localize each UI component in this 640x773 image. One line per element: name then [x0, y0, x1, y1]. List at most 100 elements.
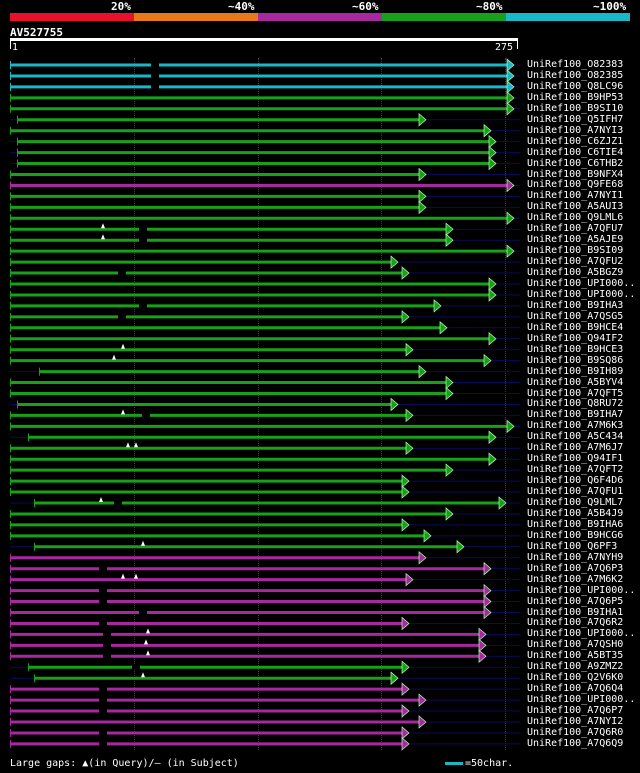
subject-gap-marker	[103, 632, 111, 637]
hit-label[interactable]: UniRef100_O82385	[527, 69, 624, 81]
hit-end-arrow-icon	[478, 627, 487, 642]
hit-label[interactable]: UniRef100_A5BYV4	[527, 376, 624, 388]
hit-label[interactable]: UniRef100_A7NYI3	[527, 124, 624, 136]
hit-label[interactable]: UniRef100_B9SI09	[527, 245, 624, 257]
hit-label[interactable]: UniRef100_A7QSG5	[527, 310, 624, 322]
hit-label[interactable]: UniRef100_A7Q6P7	[527, 705, 624, 717]
hit-label[interactable]: UniRef100_B9IHA3	[527, 299, 624, 311]
legend-segment-4	[382, 13, 506, 21]
hit-label[interactable]: UniRef100_A7Q6Q4	[527, 683, 624, 695]
query-gap-marker-icon	[121, 573, 125, 579]
hit-label[interactable]: UniRef100_Q94IF1	[527, 453, 624, 465]
subject-gap-symbol: –	[154, 758, 161, 769]
subject-gap-marker	[99, 741, 107, 746]
legend-segment-2	[134, 13, 258, 21]
hit-label[interactable]: UniRef100_Q9LML6	[527, 212, 624, 224]
hit-label[interactable]: UniRef100_A7Q6R0	[527, 726, 624, 738]
legend-label-5: ~100%	[593, 0, 627, 13]
hit-label[interactable]: UniRef100_A7QFU2	[527, 256, 624, 268]
hit-label[interactable]: UniRef100_A7M6K3	[527, 420, 624, 432]
subject-gap-marker	[151, 63, 159, 67]
hit-end-arrow-icon	[488, 452, 497, 466]
hit-label[interactable]: UniRef100_UPI000..	[527, 288, 636, 300]
ruler-end-tick	[517, 38, 518, 49]
hit-label[interactable]: UniRef100_B9IHA6	[527, 518, 624, 530]
hit-label[interactable]: UniRef100_A7QFT5	[527, 387, 624, 399]
hit-end-arrow-icon	[483, 605, 492, 620]
hit-label[interactable]: UniRef100_A7Q6R2	[527, 617, 624, 629]
hit-label[interactable]: UniRef100_B9HP53	[527, 91, 624, 103]
hit-label[interactable]: UniRef100_Q6PF3	[527, 540, 618, 552]
hit-label[interactable]: UniRef100_A5BGZ9	[527, 267, 624, 279]
hit-label[interactable]: UniRef100_B9SI10	[527, 102, 624, 114]
query-gap-marker-icon	[121, 409, 125, 415]
hit-label[interactable]: UniRef100_A7NYH9	[527, 551, 624, 563]
hit-end-arrow-icon	[456, 540, 465, 554]
hit-label[interactable]: UniRef100_Q5IFH7	[527, 113, 624, 125]
hit-label[interactable]: UniRef100_Q2V6K0	[527, 672, 624, 684]
hit-label[interactable]: UniRef100_B9IHA1	[527, 606, 624, 618]
hit-label[interactable]: UniRef100_Q9LML7	[527, 497, 624, 508]
hit-label[interactable]: UniRef100_B9IHA7	[527, 409, 624, 421]
hit-label[interactable]: UniRef100_O82383	[527, 59, 624, 70]
hit-label[interactable]: UniRef100_C6THB2	[527, 157, 624, 169]
hit-label[interactable]: UniRef100_B9HCE3	[527, 343, 624, 355]
hit-label[interactable]: UniRef100_A7Q6P5	[527, 595, 624, 607]
hit-label[interactable]: UniRef100_A7QFT2	[527, 464, 624, 476]
hit-label[interactable]: UniRef100_A9ZMZ2	[527, 661, 624, 673]
hit-label[interactable]: UniRef100_Q94IF2	[527, 332, 624, 344]
hit-end-arrow-icon	[478, 649, 487, 664]
hit-end-arrow-icon	[418, 550, 427, 565]
legend-label-2: ~40%	[228, 0, 255, 13]
scale-legend: =50char.	[445, 758, 513, 769]
hit-label[interactable]: UniRef100_A7M6J7	[527, 442, 624, 454]
hit-label[interactable]: UniRef100_B9NFX4	[527, 168, 624, 180]
hit-label[interactable]: UniRef100_Q8RU72	[527, 398, 624, 410]
hit-label[interactable]: UniRef100_B9SQ86	[527, 354, 624, 366]
query-gap-marker-icon	[146, 650, 150, 656]
hit-label[interactable]: UniRef100_A5AUI3	[527, 201, 624, 213]
hit-label[interactable]: UniRef100_C6TIE4	[527, 146, 624, 158]
hit-end-arrow-icon	[506, 178, 515, 193]
hit-label[interactable]: UniRef100_Q8LC96	[527, 80, 624, 92]
subject-gap-marker	[99, 621, 107, 626]
subject-gap-marker	[99, 698, 107, 703]
hit-end-arrow-icon	[418, 715, 427, 729]
subject-gap-marker	[99, 599, 107, 604]
ruler-end-label: 275	[495, 42, 514, 53]
hit-label[interactable]: UniRef100_A7NYI2	[527, 716, 624, 727]
hit-end-arrow-icon	[401, 485, 410, 499]
hit-end-arrow-icon	[418, 693, 427, 707]
hit-label[interactable]: UniRef100_A5AJE9	[527, 234, 624, 246]
hit-label[interactable]: UniRef100_B9IH89	[527, 365, 624, 377]
legend-label-3: ~60%	[352, 0, 379, 13]
hit-label[interactable]: UniRef100_UPI000..	[527, 278, 636, 289]
hit-label[interactable]: UniRef100_A7QSH0	[527, 639, 624, 651]
hit-end-arrow-icon	[445, 233, 454, 247]
hit-label[interactable]: UniRef100_A5C434	[527, 431, 624, 443]
hit-label[interactable]: UniRef100_B9HCG6	[527, 529, 624, 541]
query-gap-marker-icon	[112, 354, 116, 360]
hit-end-arrow-icon	[483, 583, 492, 598]
hit-end-arrow-icon	[488, 156, 497, 171]
hit-label[interactable]: UniRef100_A5B4J9	[527, 507, 624, 519]
hit-label[interactable]: UniRef100_Q9FE68	[527, 179, 624, 191]
hit-end-arrow-icon	[506, 69, 515, 83]
hit-label[interactable]: UniRef100_A7QFU7	[527, 223, 624, 235]
hit-label[interactable]: UniRef100_UPI000..	[527, 694, 636, 706]
hit-label[interactable]: UniRef100_C6ZJZ1	[527, 135, 624, 147]
hit-label[interactable]: UniRef100_A7Q6Q9	[527, 737, 624, 749]
hit-label[interactable]: UniRef100_Q6F4D6	[527, 475, 624, 487]
hit-end-arrow-icon	[418, 364, 427, 379]
query-gap-text: (in Query)/	[88, 758, 155, 769]
hit-label[interactable]: UniRef100_A7M6K2	[527, 573, 624, 585]
hit-label[interactable]: UniRef100_UPI000..	[527, 628, 636, 640]
query-gap-marker-icon	[121, 343, 125, 349]
hit-label[interactable]: UniRef100_A5BT35	[527, 650, 624, 662]
hit-label[interactable]: UniRef100_A7Q6P3	[527, 562, 624, 574]
hit-label[interactable]: UniRef100_A7NYI1	[527, 190, 624, 202]
hit-label[interactable]: UniRef100_A7QFU1	[527, 486, 624, 498]
hit-label[interactable]: UniRef100_B9HCE4	[527, 321, 624, 333]
subject-gap-marker	[139, 303, 147, 308]
hit-label[interactable]: UniRef100_UPI000..	[527, 584, 636, 596]
